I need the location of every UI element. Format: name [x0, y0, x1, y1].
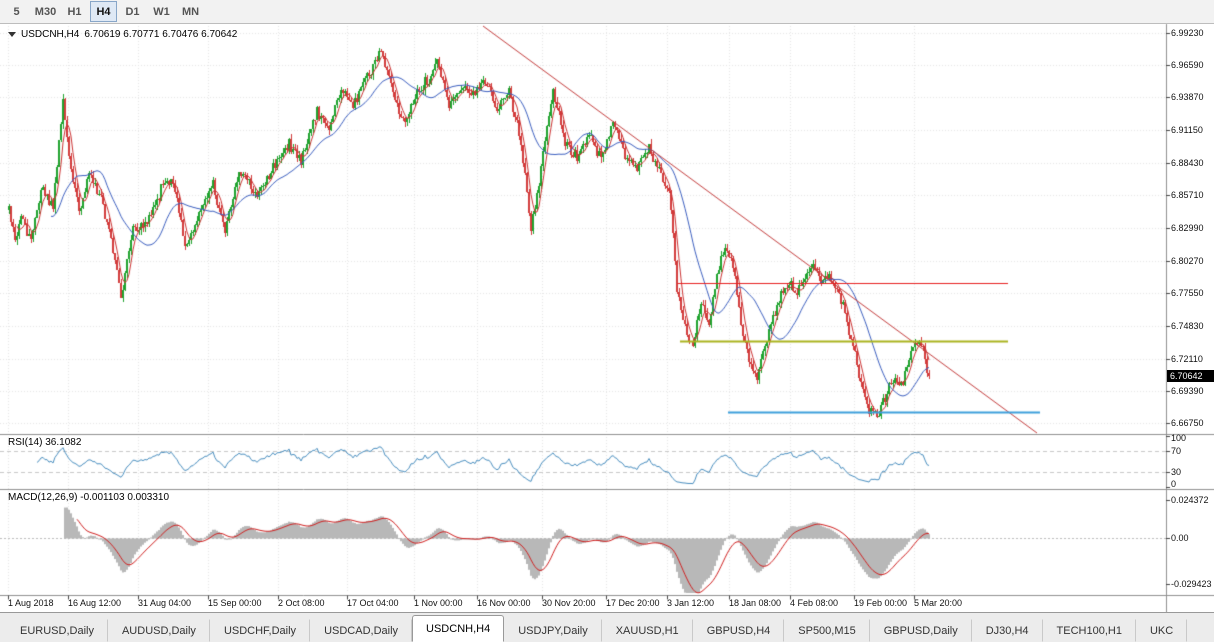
symbol-tab-gbpusd[interactable]: GBPUSD,Daily — [870, 619, 972, 642]
timeframe-button-5[interactable]: 5 — [13, 5, 20, 18]
timeframe-button-MN[interactable]: MN — [181, 5, 200, 18]
symbol-tab-xauusd[interactable]: XAUUSD,H1 — [602, 619, 693, 642]
symbol-tab-dj30[interactable]: DJ30,H4 — [972, 619, 1043, 642]
symbol-tab-audusd[interactable]: AUDUSD,Daily — [108, 619, 210, 642]
price-chart-canvas[interactable] — [0, 0, 1214, 612]
timeframe-toolbar: 5 M30 H1 H4 D1 W1 MN — [0, 0, 1214, 24]
symbol-tab-ukc[interactable]: UKC — [1136, 619, 1188, 642]
symbol-tab-gbpusd[interactable]: GBPUSD,H4 — [693, 619, 785, 642]
timeframe-button-W1[interactable]: W1 — [153, 5, 170, 18]
timeframe-button-H4[interactable]: H4 — [90, 1, 117, 22]
symbol-tab-usdjpy[interactable]: USDJPY,Daily — [504, 619, 602, 642]
timeframe-button-H1[interactable]: H1 — [67, 5, 82, 18]
symbol-tab-usdcad[interactable]: USDCAD,Daily — [310, 619, 413, 642]
symbol-tabbar: EURUSD,Daily AUDUSD,Daily USDCHF,Daily USDC… — [0, 612, 1214, 642]
timeframe-button-M30[interactable]: M30 — [34, 5, 57, 18]
symbol-tab-tech100[interactable]: TECH100,H1 — [1043, 619, 1136, 642]
symbol-tab-eurusd[interactable]: EURUSD,Daily — [6, 619, 108, 642]
symbol-tab-usdchf[interactable]: USDCHF,Daily — [210, 619, 311, 642]
timeframe-button-D1[interactable]: D1 — [125, 5, 140, 18]
symbol-tab-sp500[interactable]: SP500,M15 — [784, 619, 870, 642]
symbol-tab-usdcnh[interactable]: USDCNH,H4 — [412, 615, 505, 642]
